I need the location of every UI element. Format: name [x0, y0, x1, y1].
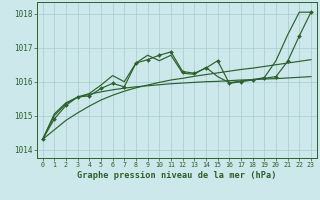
- X-axis label: Graphe pression niveau de la mer (hPa): Graphe pression niveau de la mer (hPa): [77, 171, 276, 180]
